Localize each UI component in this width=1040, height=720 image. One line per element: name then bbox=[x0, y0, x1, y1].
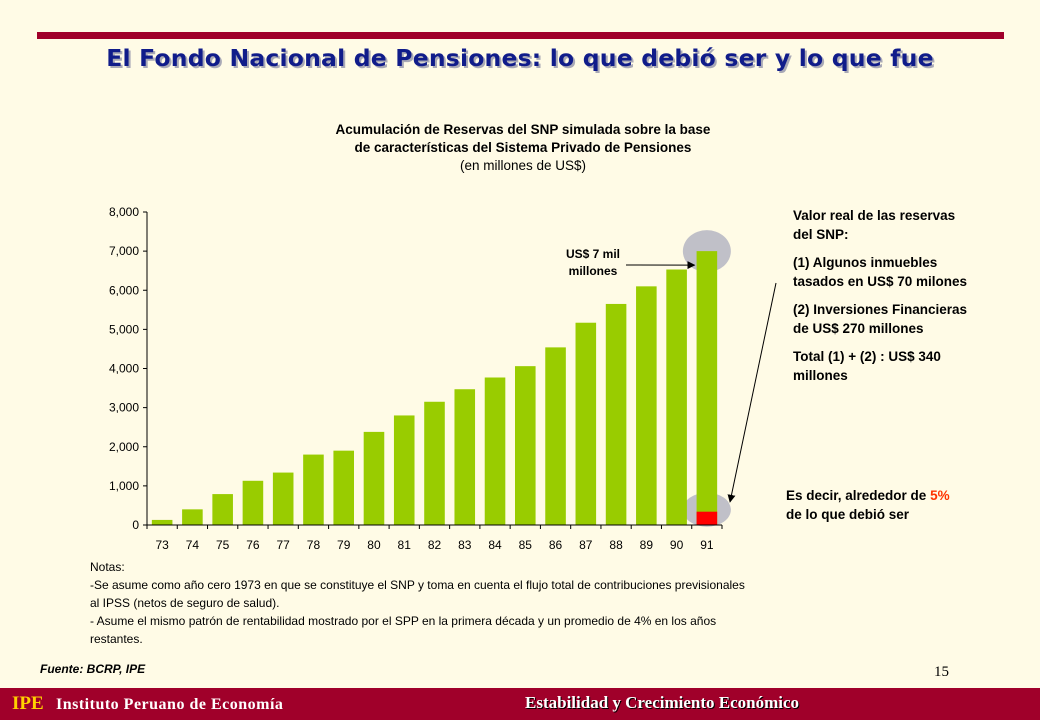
x-tick-label: 77 bbox=[277, 538, 291, 552]
annotation-label: US$ 7 mil millones bbox=[548, 246, 638, 280]
annotation-line2: millones bbox=[568, 264, 618, 278]
summary-percent: 5% bbox=[930, 488, 950, 503]
y-tick-label: 4,000 bbox=[109, 362, 139, 376]
bar-80 bbox=[363, 431, 385, 525]
ipe-logo: IPE bbox=[12, 693, 44, 714]
bar-86 bbox=[545, 347, 566, 525]
side-item-2: (2) Inversiones Financieras de US$ 270 m… bbox=[793, 301, 1023, 338]
x-tick-label: 78 bbox=[307, 538, 321, 552]
footer-bar: IPE Instituto Peruano de Economía Estabi… bbox=[0, 688, 1040, 720]
summary-text: Es decir, alrededor de 5% de lo que debi… bbox=[786, 487, 1026, 524]
chart-subtitle: (en millones de US$) bbox=[459, 158, 587, 173]
bar-actual-91 bbox=[696, 511, 718, 525]
x-tick-label: 82 bbox=[428, 538, 442, 552]
chart-title-line2: de características del Sistema Privado d… bbox=[354, 140, 692, 155]
notes-line4: restantes. bbox=[90, 632, 143, 646]
x-tick-label: 91 bbox=[700, 538, 714, 552]
x-tick-label: 90 bbox=[670, 538, 684, 552]
bar-91 bbox=[696, 251, 718, 525]
notes-line1: -Se asume como año cero 1973 en que se c… bbox=[90, 578, 745, 592]
slide-title: El Fondo Nacional de Pensiones: lo que d… bbox=[106, 44, 934, 72]
organization-name: Instituto Peruano de Economía bbox=[56, 696, 284, 713]
summary-prefix: Es decir, alrededor de bbox=[786, 488, 931, 503]
x-tick-label: 75 bbox=[216, 538, 230, 552]
x-tick-label: 87 bbox=[579, 538, 593, 552]
side-total-line1: Total (1) + (2) : US$ 340 bbox=[793, 349, 941, 364]
side-item-2-line1: (2) Inversiones Financieras bbox=[793, 302, 968, 317]
chart-title-block: Acumulación de Reservas del SNP simulada… bbox=[250, 121, 796, 175]
page-number: 15 bbox=[934, 664, 949, 680]
bar-90 bbox=[666, 269, 687, 525]
x-tick-label: 73 bbox=[155, 538, 169, 552]
source-note: Fuente: BCRP, IPE bbox=[40, 662, 146, 676]
y-tick-label: 6,000 bbox=[109, 283, 139, 297]
x-tick-label: 84 bbox=[488, 538, 502, 552]
side-item-1: (1) Algunos inmuebles tasados en US$ 70 … bbox=[793, 254, 1023, 291]
x-tick-label: 81 bbox=[398, 538, 412, 552]
x-tick-label: 86 bbox=[549, 538, 563, 552]
x-tick-label: 80 bbox=[367, 538, 381, 552]
notes-heading: Notas: bbox=[90, 560, 125, 574]
annotation-line1: US$ 7 mil bbox=[565, 247, 621, 261]
actual-value-arrow bbox=[727, 282, 777, 503]
x-tick-label: 89 bbox=[640, 538, 654, 552]
bar-87 bbox=[575, 322, 597, 525]
notes-line2: al IPSS (netos de seguro de salud). bbox=[90, 596, 280, 610]
bar-89 bbox=[636, 286, 657, 525]
bar-83 bbox=[454, 389, 476, 525]
side-total-line2: millones bbox=[793, 367, 848, 383]
side-total: Total (1) + (2) : US$ 340 millones bbox=[793, 348, 1023, 385]
y-tick-label: 1,000 bbox=[109, 479, 139, 493]
bar-74 bbox=[182, 509, 203, 525]
bar-76 bbox=[242, 480, 264, 525]
x-tick-label: 76 bbox=[246, 538, 260, 552]
y-tick-label: 3,000 bbox=[109, 401, 139, 415]
summary-line2: de lo que debió ser bbox=[786, 506, 910, 522]
side-heading-line2: del SNP: bbox=[793, 226, 849, 242]
bar-85 bbox=[515, 366, 536, 525]
footer-slogan: Estabilidad y Crecimiento Económico bbox=[525, 693, 800, 712]
y-tick-label: 0 bbox=[132, 518, 139, 532]
y-tick-label: 7,000 bbox=[109, 244, 139, 258]
bar-79 bbox=[333, 450, 354, 525]
notes: Notas: -Se asume como año cero 1973 en q… bbox=[90, 558, 910, 648]
side-heading-line1: Valor real de las reservas bbox=[793, 208, 956, 223]
bar-84 bbox=[484, 377, 506, 525]
y-tick-label: 5,000 bbox=[109, 322, 139, 336]
side-item-2-line2: de US$ 270 millones bbox=[793, 320, 924, 336]
bar-81 bbox=[393, 415, 415, 525]
bar-77 bbox=[272, 472, 294, 525]
side-item-1-line1: (1) Algunos inmuebles bbox=[793, 255, 938, 270]
x-tick-label: 79 bbox=[337, 538, 351, 552]
bar-75 bbox=[212, 494, 233, 525]
x-tick-label: 85 bbox=[519, 538, 533, 552]
bar-78 bbox=[303, 454, 324, 525]
x-tick-label: 83 bbox=[458, 538, 472, 552]
side-panel: Valor real de las reservas del SNP: (1) … bbox=[793, 207, 1023, 395]
y-tick-label: 2,000 bbox=[109, 440, 139, 454]
side-heading: Valor real de las reservas del SNP: bbox=[793, 207, 1023, 244]
x-tick-label: 74 bbox=[186, 538, 200, 552]
bar-73 bbox=[151, 519, 173, 525]
bar-82 bbox=[424, 401, 445, 525]
chart-title: Acumulación de Reservas del SNP simulada… bbox=[335, 122, 711, 137]
y-tick-label: 8,000 bbox=[109, 205, 139, 219]
top-rule bbox=[37, 32, 1004, 39]
x-tick-label: 88 bbox=[609, 538, 623, 552]
side-item-1-line2: tasados en US$ 70 milones bbox=[793, 273, 968, 289]
notes-line3: - Asume el mismo patrón de rentabilidad … bbox=[90, 614, 717, 628]
bar-88 bbox=[605, 303, 627, 525]
